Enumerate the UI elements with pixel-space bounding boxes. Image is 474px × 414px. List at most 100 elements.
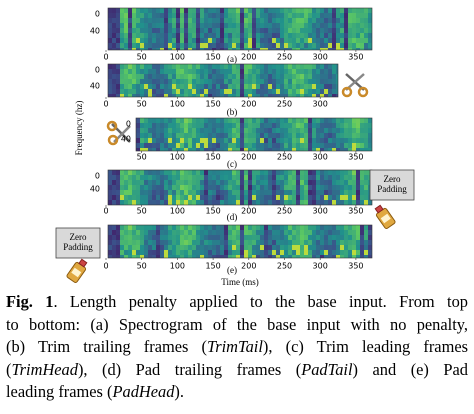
spectrogram-cell: [152, 123, 156, 128]
spectrogram-cell: [136, 94, 140, 97]
spectrogram-cell: [292, 180, 296, 185]
spectrogram-cell: [240, 79, 244, 84]
spectrogram-cell: [332, 170, 336, 175]
spectrogram-cell: [332, 18, 336, 23]
spectrogram-cell: [116, 195, 120, 200]
spectrogram-cell: [204, 185, 208, 190]
spectrogram-cell: [204, 64, 208, 69]
spectrogram-cell: [204, 235, 208, 240]
spectrogram-cell: [152, 48, 156, 50]
spectrogram-cell: [320, 48, 324, 50]
spectrogram-cell: [308, 195, 312, 200]
spectrogram-cell: [152, 84, 156, 89]
spectrogram-cell: [320, 225, 324, 230]
spectrogram-cell: [324, 180, 328, 185]
x-tick-label: 250: [277, 53, 292, 62]
spectrogram-cell: [324, 170, 328, 175]
spectrogram-cell: [320, 190, 324, 195]
spectrogram-cell: [272, 38, 276, 43]
spectrogram-cell: [312, 123, 316, 128]
y-tick-label: 0: [95, 66, 100, 75]
spectrogram-cell: [180, 250, 184, 255]
spectrogram-cell: [164, 133, 168, 138]
spectrogram-cell: [268, 18, 272, 23]
caption-text: to bottom: (a) Spectrogram of the base i…: [6, 314, 468, 334]
spectrogram-cell: [116, 89, 120, 94]
spectrogram-cell: [164, 79, 168, 84]
spectrogram-cell: [216, 175, 220, 180]
spectrogram-cell: [220, 33, 224, 38]
spectrogram-cell: [148, 255, 152, 258]
spectrogram-cell: [360, 240, 364, 245]
spectrogram-cell: [192, 84, 196, 89]
spectrogram-cell: [216, 84, 220, 89]
spectrogram-cell: [364, 230, 368, 235]
spectrogram-cell: [260, 33, 264, 38]
spectrogram-cell: [328, 69, 332, 74]
spectrogram-cell: [292, 64, 296, 69]
spectrogram-cell: [144, 13, 148, 18]
spectrogram-cell: [176, 33, 180, 38]
spectrogram-cell: [236, 170, 240, 175]
spectrogram-cell: [260, 245, 264, 250]
spectrogram-cell: [176, 123, 180, 128]
spectrogram-cell: [288, 235, 292, 240]
spectrogram-cell: [324, 133, 328, 138]
spectrogram-cell: [160, 84, 164, 89]
spectrogram-cell: [300, 245, 304, 250]
spectrogram-cell: [220, 190, 224, 195]
spectrogram-cell: [124, 94, 128, 97]
spectrogram-cell: [212, 148, 216, 151]
spectrogram-cell: [180, 69, 184, 74]
spectrogram-cell: [316, 195, 320, 200]
spectrogram-cell: [152, 133, 156, 138]
spectrogram-cell: [220, 250, 224, 255]
spectrogram-cell: [344, 143, 348, 148]
spectrogram-cell: [332, 74, 336, 79]
spectrogram-cell: [140, 33, 144, 38]
spectrogram-cell: [116, 180, 120, 185]
spectrogram-cell: [124, 69, 128, 74]
spectrogram-cell: [144, 245, 148, 250]
spectrogram-cell: [168, 79, 172, 84]
spectrogram-cell: [212, 123, 216, 128]
spectrogram-cell: [288, 74, 292, 79]
spectrogram-cell: [312, 33, 316, 38]
spectrogram-cell: [260, 94, 264, 97]
spectrogram-cell: [160, 18, 164, 23]
y-tick-label: 40: [90, 82, 100, 91]
spectrogram-cell: [212, 13, 216, 18]
spectrogram-cell: [280, 43, 284, 48]
spectrogram-cell: [132, 43, 136, 48]
spectrogram-cell: [344, 230, 348, 235]
spectrogram-cell: [296, 180, 300, 185]
spectrogram-cell: [216, 225, 220, 230]
spectrogram-cell: [224, 185, 228, 190]
spectrogram-cell: [136, 74, 140, 79]
spectrogram-cell: [264, 74, 268, 79]
spectrogram-cell: [124, 170, 128, 175]
spectrogram-cell: [192, 143, 196, 148]
spectrogram-cell: [328, 128, 332, 133]
spectrogram-cell: [244, 23, 248, 28]
spectrogram-cell: [128, 195, 132, 200]
spectrogram-cell: [192, 245, 196, 250]
spectrogram-cell: [240, 200, 244, 205]
spectrogram-cell: [192, 230, 196, 235]
spectrogram-cell: [140, 180, 144, 185]
spectrogram-cell: [324, 38, 328, 43]
spectrogram-cell: [264, 128, 268, 133]
spectrogram-cell: [220, 175, 224, 180]
spectrogram-cell: [208, 33, 212, 38]
spectrogram-cell: [288, 13, 292, 18]
spectrogram-cell: [120, 89, 124, 94]
spectrogram-cell: [184, 170, 188, 175]
spectrogram-cell: [320, 118, 324, 123]
spectrogram-cell: [288, 143, 292, 148]
x-tick-label: 50: [137, 153, 147, 162]
spectrogram-cell: [192, 8, 196, 13]
spectrogram-cell: [348, 230, 352, 235]
spectrogram-cell: [252, 235, 256, 240]
spectrogram-cell: [144, 8, 148, 13]
spectrogram-cell: [276, 23, 280, 28]
